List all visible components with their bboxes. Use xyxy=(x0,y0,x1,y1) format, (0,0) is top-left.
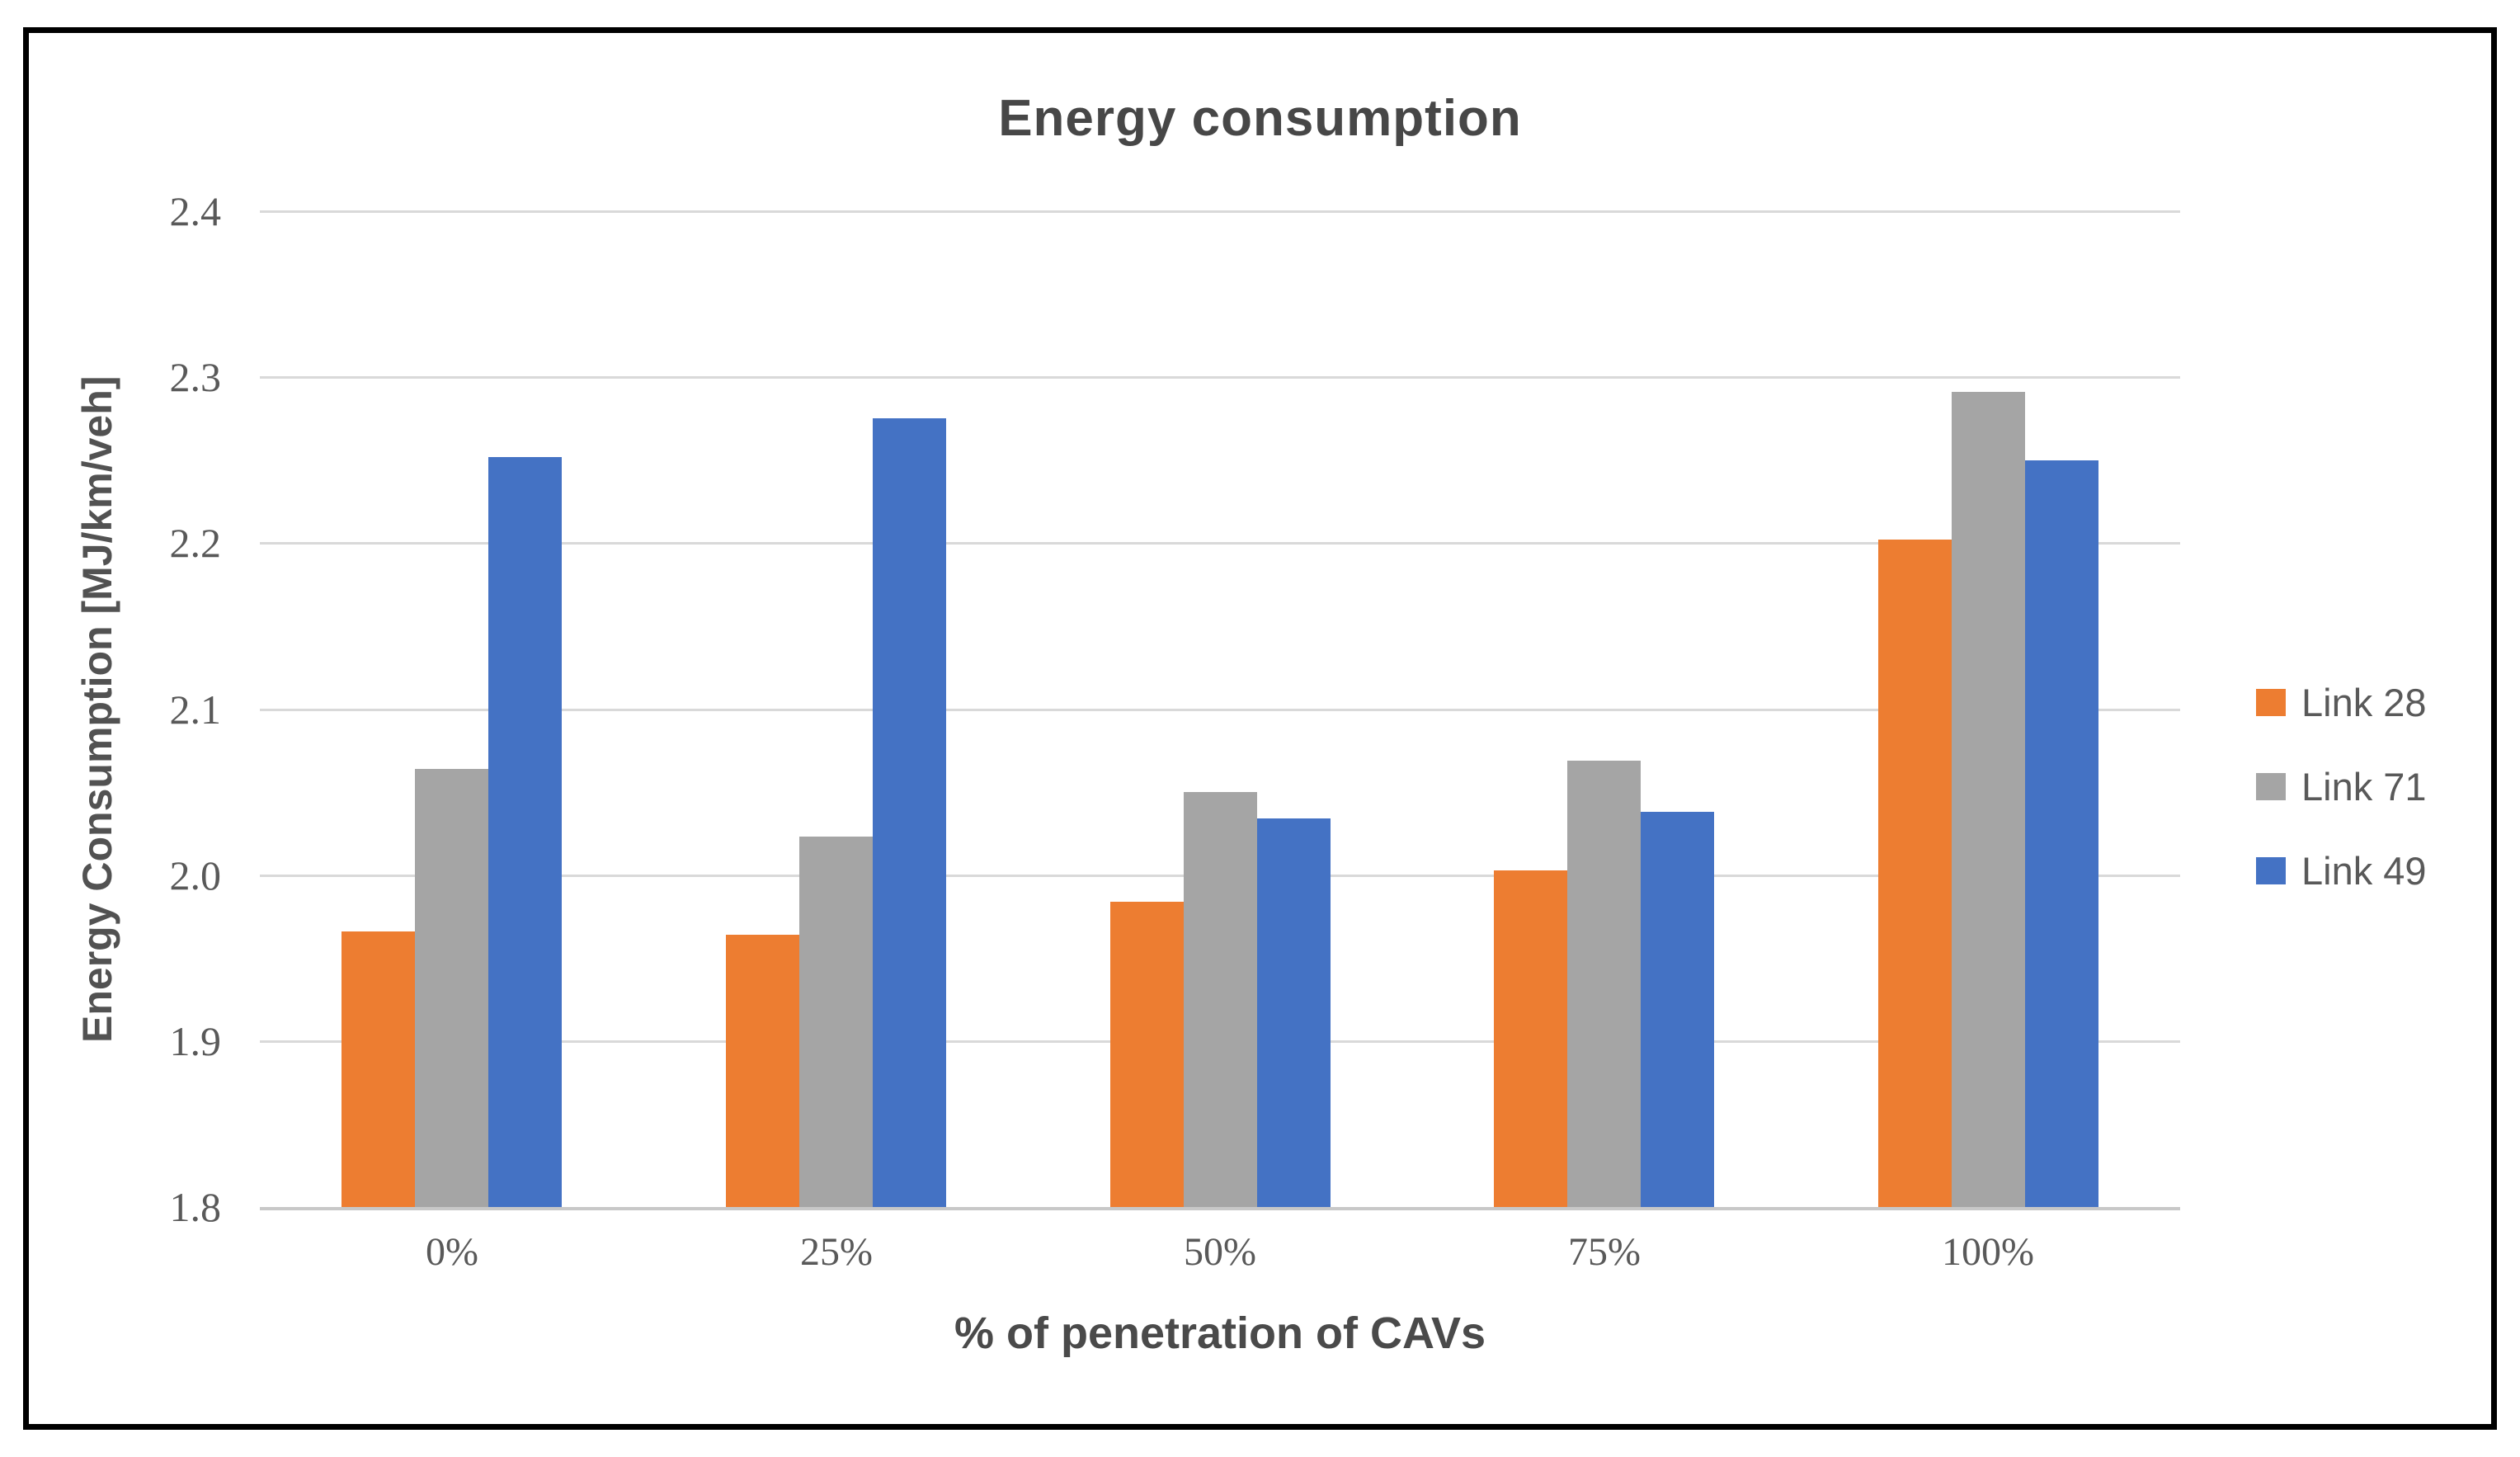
y-tick-label-2.4: 2.4 xyxy=(169,188,222,234)
gridline-2.3 xyxy=(260,376,2180,380)
x-axis-line-1.8 xyxy=(260,1207,2180,1210)
legend-marker-link-28 xyxy=(2256,688,2286,716)
bar-link-49-25% xyxy=(873,418,946,1207)
legend-label-link-49: Link 49 xyxy=(2301,848,2427,893)
bar-link-49-0% xyxy=(488,457,562,1207)
legend-label-link-71: Link 71 xyxy=(2301,764,2427,809)
bar-link-71-25% xyxy=(799,837,873,1207)
plot-area xyxy=(260,210,2180,1210)
y-tick-label-2.2: 2.2 xyxy=(169,520,222,567)
x-tick-label-75%: 75% xyxy=(1568,1230,1641,1274)
gridline-2.1 xyxy=(260,708,2180,711)
bar-link-71-50% xyxy=(1184,792,1257,1207)
x-tick-label-25%: 25% xyxy=(800,1230,873,1274)
chart-frame: Energy consumption Energy Consumption [M… xyxy=(23,27,2497,1430)
bar-link-49-75% xyxy=(1641,812,1714,1207)
y-tick-label-1.9: 1.9 xyxy=(169,1017,222,1064)
bar-link-28-75% xyxy=(1494,870,1567,1207)
bar-link-28-0% xyxy=(341,931,415,1207)
x-axis-title: % of penetration of CAVs xyxy=(954,1308,1486,1358)
legend-item-link-71: Link 71 xyxy=(2256,765,2427,809)
bar-link-28-25% xyxy=(726,935,799,1207)
x-tick-label-100%: 100% xyxy=(1942,1230,2034,1274)
legend-item-link-28: Link 28 xyxy=(2256,681,2427,724)
y-tick-label-1.8: 1.8 xyxy=(169,1184,222,1230)
y-tick-label-2.3: 2.3 xyxy=(169,354,222,401)
legend-marker-link-71 xyxy=(2256,772,2286,800)
gridline-2.4 xyxy=(260,210,2180,213)
bar-link-28-50% xyxy=(1110,902,1184,1207)
gridline-2.2 xyxy=(260,542,2180,545)
legend: Link 28 Link 71 Link 49 xyxy=(2256,681,2427,940)
x-tick-label-0%: 0% xyxy=(426,1230,478,1274)
chart-title: Energy consumption xyxy=(998,90,1522,147)
legend-label-link-28: Link 28 xyxy=(2301,680,2427,724)
bar-link-28-100% xyxy=(1878,540,1952,1207)
bar-link-49-50% xyxy=(1257,818,1331,1207)
legend-marker-link-49 xyxy=(2256,856,2286,884)
x-tick-label-50%: 50% xyxy=(1184,1230,1256,1274)
legend-item-link-49: Link 49 xyxy=(2256,849,2427,893)
bar-link-71-75% xyxy=(1567,761,1641,1207)
y-tick-label-2.1: 2.1 xyxy=(169,686,222,733)
bar-link-49-100% xyxy=(2025,460,2098,1207)
bar-link-71-100% xyxy=(1952,392,2025,1207)
bar-link-71-0% xyxy=(415,769,488,1207)
y-tick-label-2.0: 2.0 xyxy=(169,851,222,898)
